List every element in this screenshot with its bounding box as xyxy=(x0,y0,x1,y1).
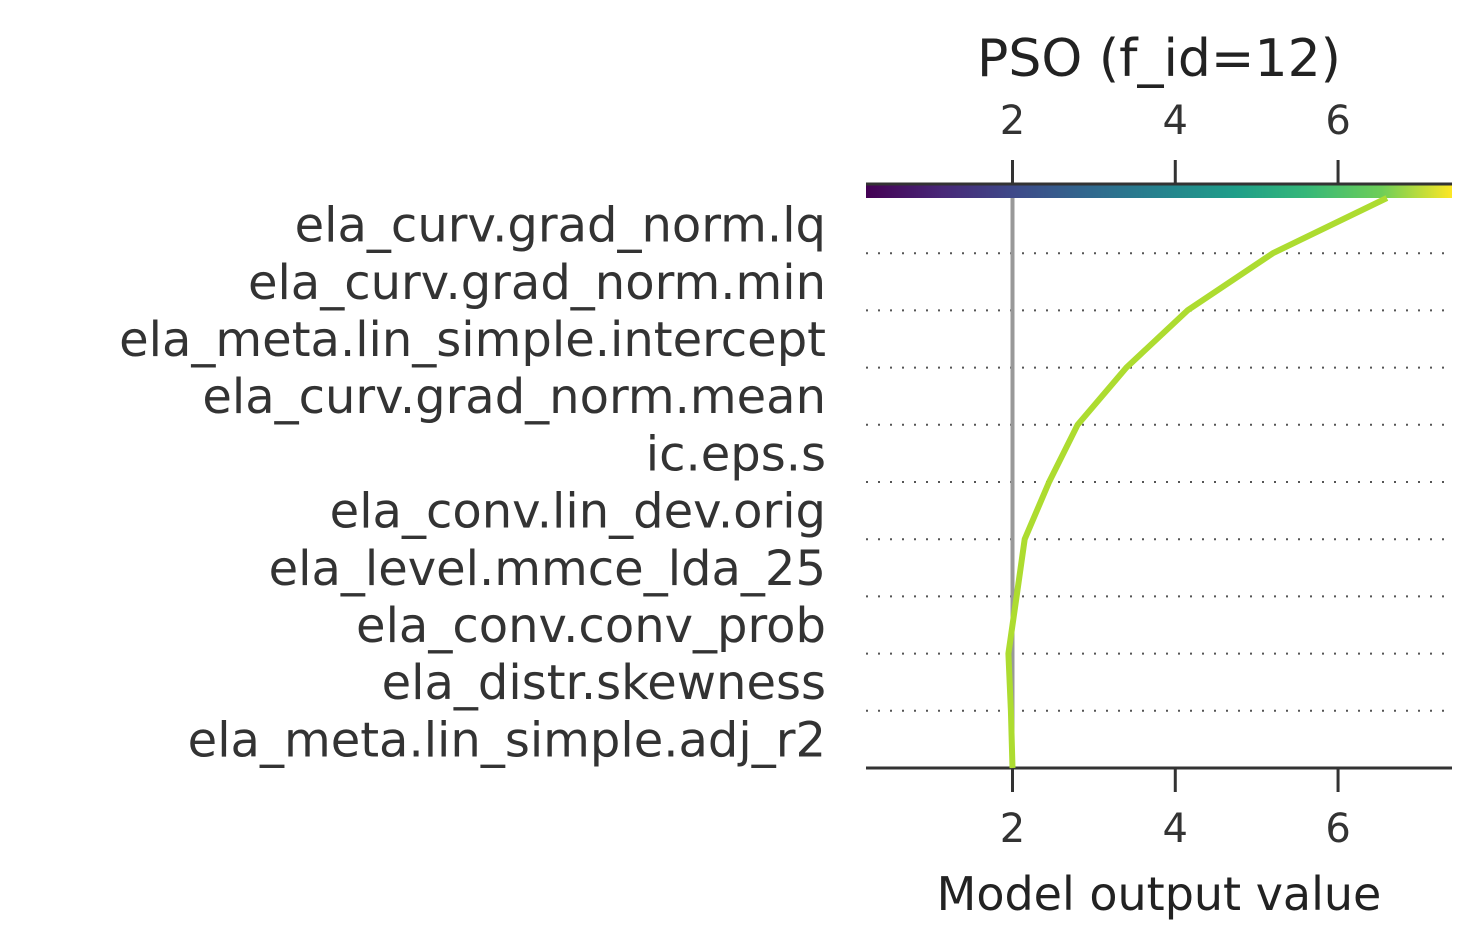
bottom-tick-label: 4 xyxy=(1163,806,1188,852)
bottom-axis-ticks: 2 4 6 xyxy=(1000,768,1351,852)
bottom-tick-label: 2 xyxy=(1000,806,1025,852)
top-tick-label: 2 xyxy=(1000,98,1025,144)
top-axis-ticks: 2 4 6 xyxy=(1000,98,1351,184)
colorbar xyxy=(866,184,1452,198)
x-axis-title: Model output value xyxy=(937,867,1382,921)
feature-label: ela_meta.lin_simple.adj_r2 xyxy=(188,712,826,768)
bottom-tick-label: 6 xyxy=(1325,806,1350,852)
top-tick-label: 4 xyxy=(1163,98,1188,144)
grid-lines xyxy=(866,252,1452,712)
feature-label: ela_meta.lin_simple.intercept xyxy=(119,312,826,368)
decision-path-line xyxy=(1005,195,1389,769)
feature-label: ela_level.mmce_lda_25 xyxy=(269,541,826,597)
feature-label: ela_conv.conv_prob xyxy=(356,598,826,654)
feature-label: ela_conv.lin_dev.orig xyxy=(330,484,826,540)
feature-label: ela_curv.grad_norm.mean xyxy=(202,369,826,425)
feature-labels: ela_curv.grad_norm.lqela_curv.grad_norm.… xyxy=(119,198,826,769)
feature-label: ela_curv.grad_norm.min xyxy=(248,255,826,311)
feature-label: ela_curv.grad_norm.lq xyxy=(295,198,826,254)
top-tick-label: 6 xyxy=(1325,98,1350,144)
chart-title: PSO (f_id=12) xyxy=(977,29,1341,89)
feature-label: ic.eps.s xyxy=(646,426,826,482)
feature-label: ela_distr.skewness xyxy=(382,655,826,711)
